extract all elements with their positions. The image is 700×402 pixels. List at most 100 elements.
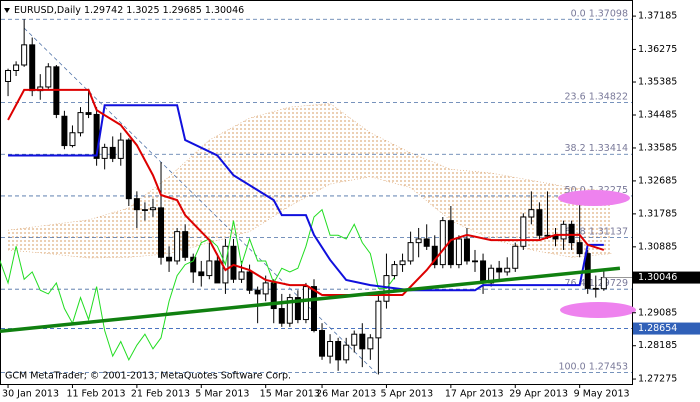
fibo-label: 50.0 1.32275 [565, 184, 628, 195]
candle-body [600, 277, 607, 290]
candle-body [109, 146, 116, 159]
y-tick-label: 1.36275 [638, 44, 677, 55]
candle-body [61, 115, 68, 147]
fibo-price: 1.29729 [589, 278, 628, 289]
candle-body [45, 66, 52, 88]
indicator-line [8, 104, 604, 292]
fibo-price: 1.27453 [589, 361, 628, 372]
candle-body [576, 242, 583, 255]
x-tick-label: 11 Feb 2013 [66, 389, 125, 400]
candle-body [149, 207, 156, 211]
candle-body [407, 242, 414, 262]
fibo-label: 61.8 1.31137 [565, 226, 628, 237]
y-tick-label: 1.34485 [638, 109, 677, 120]
candle-body [399, 260, 406, 266]
candle-body [21, 44, 28, 66]
fibo-label: 23.6 1.34822 [565, 91, 628, 102]
candle-body [568, 223, 575, 244]
candle-body [359, 333, 366, 350]
fibo-price: 1.37098 [589, 8, 628, 19]
y-tick-label: 1.35385 [638, 77, 677, 88]
fibo-label: 76.4 1.29729 [565, 278, 628, 289]
candle-body [512, 245, 519, 269]
fibo-level: 100.0 [558, 361, 585, 372]
candle-body [496, 267, 503, 273]
candle-body [302, 286, 309, 321]
candle-body [238, 271, 245, 280]
candle-body [101, 146, 108, 159]
candle-body [85, 112, 92, 115]
candle-body [327, 341, 334, 357]
x-tick-label: 5 Apr 2013 [380, 389, 433, 400]
candle-body [504, 267, 511, 273]
candle-body [198, 271, 205, 277]
y-tick-label: 1.29085 [638, 307, 677, 318]
fibo-label: 100.0 1.27453 [558, 361, 628, 372]
trendline [23, 27, 379, 376]
current-price-tag-bg [633, 271, 700, 284]
fibo-level: 61.8 [565, 226, 586, 237]
y-tick-label: 1.33585 [638, 142, 677, 153]
y-tick-label: 1.28185 [638, 340, 677, 351]
candle-body [166, 256, 173, 262]
candle-body [141, 209, 148, 211]
candle-body [230, 245, 237, 280]
ohlc-close: 1.30046 [205, 5, 244, 16]
candle-body [367, 337, 374, 350]
x-tick-label: 26 Mar 2013 [316, 389, 376, 400]
trendline [0, 266, 621, 334]
x-tick-label: 30 Jan 2013 [2, 389, 59, 400]
candle-body [158, 207, 165, 258]
chikou-line [0, 208, 395, 361]
candle-body [125, 139, 132, 200]
y-tick-label: 1.30885 [638, 241, 677, 252]
candle-body [286, 297, 293, 324]
candle-body [560, 223, 567, 240]
highlight-ellipse [558, 190, 630, 206]
symbol: EURUSD,Daily [14, 5, 81, 16]
candle-body [190, 256, 197, 273]
fibo-level: 23.6 [565, 91, 586, 102]
level-tag-bg [633, 322, 700, 335]
cloud-span-a [8, 103, 612, 231]
candle-body [29, 44, 36, 92]
y-tick-label: 1.32685 [638, 175, 677, 186]
fibo-level: 0.0 [571, 8, 586, 19]
ohlc-open: 1.29742 [84, 5, 123, 16]
candle-body [278, 308, 285, 324]
ohlc-low: 1.29685 [163, 5, 202, 16]
candle-body [335, 341, 342, 361]
candle-body [117, 139, 124, 159]
candle-body [528, 209, 535, 218]
x-tick-label: 15 Mar 2013 [260, 389, 320, 400]
candle-body [214, 260, 221, 284]
chart-header: EURUSD,Daily 1.29742 1.3025 1.29685 1.30… [14, 5, 244, 16]
fibo-level: 38.2 [565, 143, 586, 154]
footer: GCM MetaTrader; © 2001-2013, MetaQuotes … [5, 371, 291, 382]
candle-body [77, 112, 84, 134]
fibo-price: 1.34822 [589, 91, 628, 102]
candle-body [391, 264, 398, 277]
candle-body [69, 132, 76, 147]
candle-body [536, 209, 543, 236]
candle-body [351, 333, 358, 346]
candle-body [463, 238, 470, 262]
x-tick-label: 29 Apr 2013 [509, 389, 568, 400]
candle-body [174, 231, 181, 262]
candle-body [182, 231, 189, 258]
x-tick-label: 17 Apr 2013 [445, 389, 504, 400]
indicator-line [7, 88, 605, 297]
candle-body [423, 238, 430, 247]
candle-body [480, 260, 487, 284]
ohlc-high: 1.3025 [126, 5, 159, 16]
candle-body [439, 220, 446, 266]
fibo-price: 1.31137 [589, 226, 628, 237]
current-price-tag: 1.30046 [638, 272, 677, 283]
candle-body [455, 238, 462, 266]
candle-body [415, 238, 422, 244]
cloud-span-b [8, 176, 612, 259]
fibo-level: 50.0 [565, 184, 586, 195]
x-tick-label: 5 Mar 2013 [195, 389, 249, 400]
candle-body [254, 289, 261, 295]
